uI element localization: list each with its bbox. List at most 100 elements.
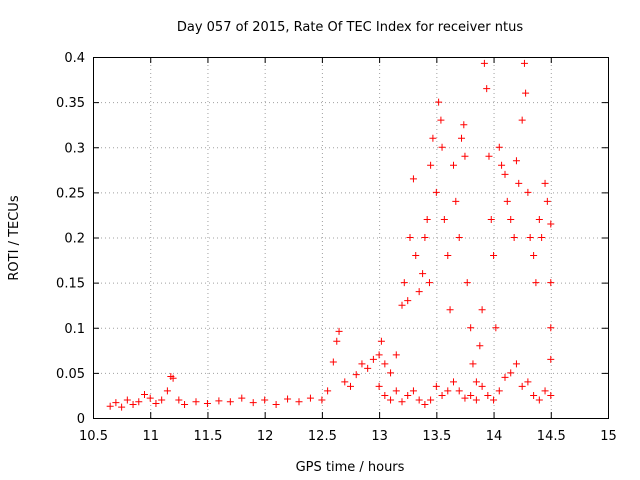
data-point: [238, 394, 246, 402]
data-point: [535, 215, 543, 223]
data-point: [503, 197, 511, 205]
data-point: [387, 369, 395, 377]
data-point: [501, 170, 509, 178]
data-points: [106, 59, 555, 411]
plot-frame: [93, 57, 609, 419]
data-point: [409, 175, 417, 183]
data-point: [524, 188, 532, 196]
data-point: [432, 382, 440, 390]
data-point: [421, 234, 429, 241]
y-tick-label: 0.4: [64, 51, 85, 66]
data-point: [467, 324, 475, 332]
data-point: [483, 85, 491, 93]
data-point: [446, 306, 454, 314]
data-point: [415, 396, 423, 404]
data-point: [152, 400, 160, 408]
data-point: [425, 279, 433, 287]
data-point: [135, 398, 143, 406]
data-point: [444, 252, 452, 260]
data-point: [469, 360, 477, 368]
x-tick-label: 14.5: [537, 429, 566, 444]
data-point: [335, 327, 343, 335]
data-point: [452, 197, 460, 205]
data-point: [324, 387, 332, 395]
data-point: [530, 391, 538, 399]
x-tick-label: 10.5: [79, 429, 108, 444]
y-tick-label: 0.1: [64, 322, 85, 337]
data-point: [158, 396, 166, 404]
y-tick-label: 0.35: [56, 96, 85, 111]
data-point: [476, 342, 484, 350]
data-point: [498, 161, 506, 169]
data-point: [123, 396, 131, 404]
x-tick-label: 12.5: [308, 429, 337, 444]
data-point: [432, 188, 440, 196]
data-point: [215, 397, 223, 405]
data-point: [272, 400, 280, 408]
data-point: [429, 134, 437, 142]
data-point: [547, 220, 555, 228]
data-point: [507, 369, 515, 377]
data-point: [226, 398, 234, 406]
data-point: [484, 391, 492, 399]
data-point: [163, 387, 171, 395]
x-tick-label: 11.5: [193, 429, 222, 444]
data-point: [512, 157, 520, 165]
data-point: [478, 306, 486, 314]
data-point: [450, 378, 457, 386]
data-point: [547, 324, 555, 332]
data-point: [524, 378, 532, 386]
data-point: [175, 396, 183, 404]
data-point: [421, 400, 429, 408]
data-point: [387, 396, 395, 404]
data-point: [440, 215, 448, 223]
data-point: [518, 382, 526, 390]
data-point: [444, 387, 452, 395]
data-point: [181, 400, 189, 408]
data-point: [358, 360, 366, 368]
data-point: [400, 279, 408, 287]
data-point: [547, 355, 555, 363]
data-point: [412, 252, 420, 260]
data-point: [377, 337, 385, 345]
data-point: [538, 234, 546, 241]
data-point: [463, 279, 471, 287]
data-point: [329, 358, 337, 366]
data-point: [507, 215, 515, 223]
data-point: [261, 396, 269, 404]
x-tick-label: 11: [142, 429, 159, 444]
axis-ticks: 10.5 11 11.5 12 12.5 13 13.5 14 14.5 15 0 0.05 0.1 0.…: [56, 51, 617, 444]
data-point: [541, 179, 549, 187]
data-point: [490, 396, 498, 404]
data-point: [406, 234, 414, 241]
x-tick-label: 12: [257, 429, 274, 444]
data-point: [522, 89, 530, 97]
data-point: [375, 351, 383, 359]
data-point: [369, 355, 377, 363]
data-point: [530, 252, 538, 260]
data-point: [141, 391, 148, 399]
y-tick-label: 0.3: [64, 141, 85, 156]
data-point: [487, 215, 495, 223]
data-point: [526, 234, 534, 241]
data-point: [423, 215, 431, 223]
data-point: [438, 143, 446, 151]
data-point: [490, 252, 498, 260]
data-point: [512, 360, 520, 368]
data-point: [318, 396, 326, 404]
data-point: [455, 234, 463, 241]
data-point: [541, 387, 549, 395]
data-point: [392, 351, 400, 359]
data-point: [364, 364, 372, 372]
data-point: [333, 337, 341, 345]
data-point: [450, 161, 457, 169]
data-point: [284, 395, 292, 403]
data-point: [415, 288, 423, 296]
data-point: [192, 398, 200, 406]
data-point: [547, 391, 555, 399]
data-point: [480, 59, 488, 67]
y-tick-label: 0.15: [56, 277, 85, 292]
data-point: [495, 387, 503, 395]
x-tick-label: 13: [371, 429, 388, 444]
